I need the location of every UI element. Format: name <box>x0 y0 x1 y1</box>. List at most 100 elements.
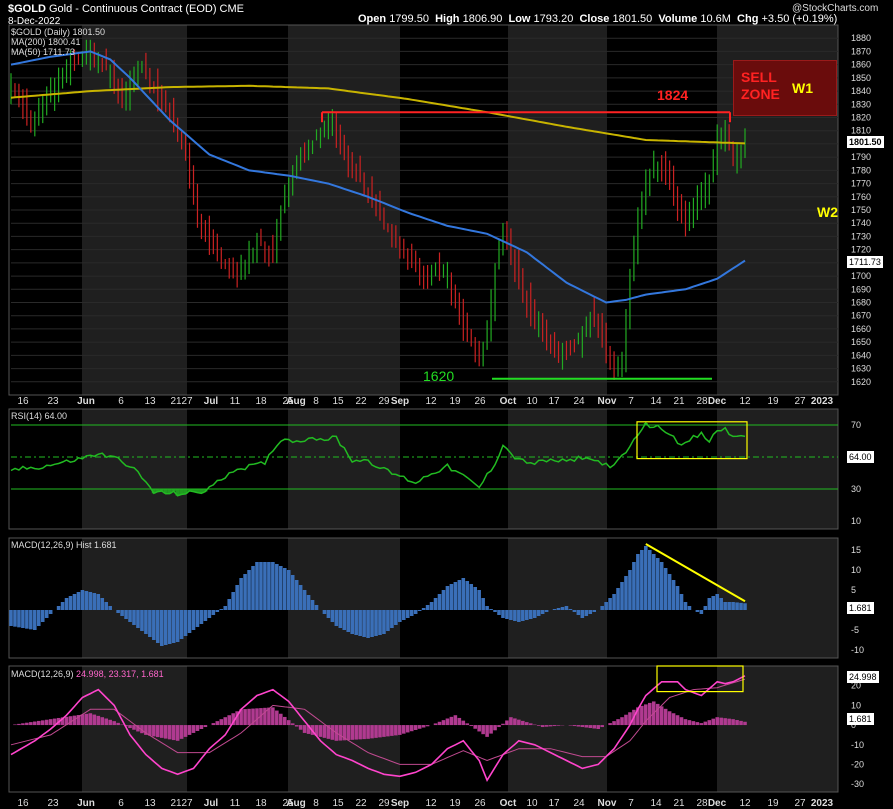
macd-hist-bar-154 <box>620 717 624 726</box>
macd-hist-bar-149 <box>600 725 604 728</box>
macd-hist-bar-102 <box>413 725 418 730</box>
macd-hist-bar-172 <box>691 721 696 726</box>
price-tick-1620: 1620 <box>851 377 871 387</box>
macd-hist-bar-34 <box>144 725 148 735</box>
macd-hist-bar-5 <box>29 722 33 726</box>
macd-hist-bar-91 <box>370 725 374 739</box>
x-tick-label-1-10: 25 <box>282 798 294 809</box>
legend-macd: MACD(12,26,9) 24.998, 23.317, 1.681 <box>11 669 164 679</box>
macd-hist-bar-123 <box>497 725 501 728</box>
x-tick-label-0-22: 17 <box>548 396 560 407</box>
legend-ma200: MA(200) 1800.41 <box>11 37 81 47</box>
hist-bar-166 <box>667 574 672 610</box>
x-tick-label-0-32: 27 <box>794 396 806 407</box>
x-tick-label-1-14: 22 <box>355 798 367 809</box>
x-tick-label-0-5: 21 <box>170 396 182 407</box>
hist-bar-88 <box>358 610 362 636</box>
hist-bar-93 <box>378 610 382 635</box>
x-tick-label-1-16: Sep <box>391 798 409 809</box>
hist-bar-103 <box>417 610 422 611</box>
macd-hist-bar-129 <box>521 720 525 726</box>
x-tick-label-1-18: 19 <box>449 798 461 809</box>
hist-bar-66 <box>271 562 275 610</box>
hist-bar-131 <box>528 610 533 619</box>
macd-hist-bar-122 <box>493 725 497 731</box>
low-value: 1793.20 <box>533 13 574 25</box>
x-tick-label-0-27: 21 <box>673 396 685 407</box>
hist-bar-65 <box>267 562 271 610</box>
hist-bar-19 <box>84 591 89 610</box>
macd-hist-bar-74 <box>302 725 307 733</box>
x-tick-label-0-3: 6 <box>118 396 124 407</box>
hist-bar-10 <box>48 610 53 614</box>
macd-tick--20: -20 <box>851 759 864 769</box>
macd-hist-bar-78 <box>318 725 323 737</box>
hist-bar-115 <box>465 581 470 610</box>
hist-bar-23 <box>100 598 105 610</box>
x-tick-label-1-21: 10 <box>526 798 538 809</box>
macd-hist-bar-109 <box>441 720 446 726</box>
macd-hist-bar-113 <box>457 717 462 726</box>
macd-hist-bar-4 <box>25 722 29 726</box>
close-label: Close <box>579 13 610 25</box>
macd-hist-bar-175 <box>703 721 708 726</box>
price-tick-1850: 1850 <box>851 73 871 83</box>
x-tick-label-0-14: 22 <box>355 396 367 407</box>
macd-hist-bar-137 <box>552 725 557 727</box>
hist-bar-16 <box>72 594 77 610</box>
hist-bar-27 <box>116 610 120 613</box>
macd-hist-bar-107 <box>433 723 438 726</box>
x-tick-label-0-19: 26 <box>474 396 486 407</box>
hist-bar-18 <box>80 590 85 610</box>
panel-frame-3 <box>8 665 839 793</box>
hist-bar-164 <box>659 562 664 610</box>
price-tick-1770: 1770 <box>851 179 871 189</box>
x-tick-label-0-16: Sep <box>391 396 409 407</box>
hist-bar-157 <box>632 562 636 610</box>
macd-hist-bar-62 <box>255 708 259 726</box>
hist-bar-104 <box>421 608 426 610</box>
macd-hist-bar-182 <box>731 719 735 726</box>
x-tick-label-0-33: 2023 <box>811 396 834 407</box>
macd-hist-bar-63 <box>259 708 263 726</box>
hist-bar-154 <box>620 582 624 610</box>
hist-bar-185 <box>743 603 747 610</box>
macd-hist-bar-49 <box>203 725 208 728</box>
hist-bar-163 <box>655 558 660 610</box>
macd-hist-bar-45 <box>187 725 192 735</box>
macd-hist-bar-158 <box>636 707 640 726</box>
macd-hist-bar-30 <box>128 725 132 729</box>
macd-hist-bar-52 <box>215 721 220 726</box>
macd-hist-bar-104 <box>421 725 426 728</box>
price-tick-1690: 1690 <box>851 284 871 294</box>
macd-hist-bar-160 <box>644 704 648 726</box>
hist-bar-31 <box>132 610 136 625</box>
price-legend: $GOLD (Daily) 1801.50 MA(200) 1800.41 MA… <box>11 27 105 57</box>
hist-bar-22 <box>96 594 101 610</box>
macd-hist-bar-13 <box>60 717 65 726</box>
hist-bar-96 <box>390 610 394 628</box>
macd-hist-bar-83 <box>338 725 343 741</box>
price-tick-1650: 1650 <box>851 337 871 347</box>
macd-hist-bar-176 <box>707 720 712 726</box>
hist-bar-180 <box>723 602 727 610</box>
hist-bar-143 <box>576 610 581 615</box>
hist-bar-5 <box>29 610 33 630</box>
hist-bar-158 <box>636 554 640 610</box>
hist-tick-5: 5 <box>851 585 856 595</box>
x-tick-label-1-31: 19 <box>767 798 779 809</box>
macd-tick-20: 20 <box>851 681 861 691</box>
macd-hist-bar-117 <box>473 725 477 729</box>
hist-bar-171 <box>687 606 692 610</box>
month-band-2-3 <box>717 538 838 658</box>
macd-hist-bar-180 <box>723 718 727 726</box>
x-tick-label-0-15: 29 <box>378 396 390 407</box>
hist-bar-8 <box>40 610 45 622</box>
hist-bar-147 <box>592 610 597 612</box>
hist-bar-118 <box>477 590 481 610</box>
macd-hist-bar-156 <box>628 712 632 726</box>
macd-hist-bar-66 <box>271 707 275 726</box>
macd-hist-bar-181 <box>727 718 731 726</box>
price-tick-1830: 1830 <box>851 99 871 109</box>
symbol: $GOLD <box>8 3 46 15</box>
